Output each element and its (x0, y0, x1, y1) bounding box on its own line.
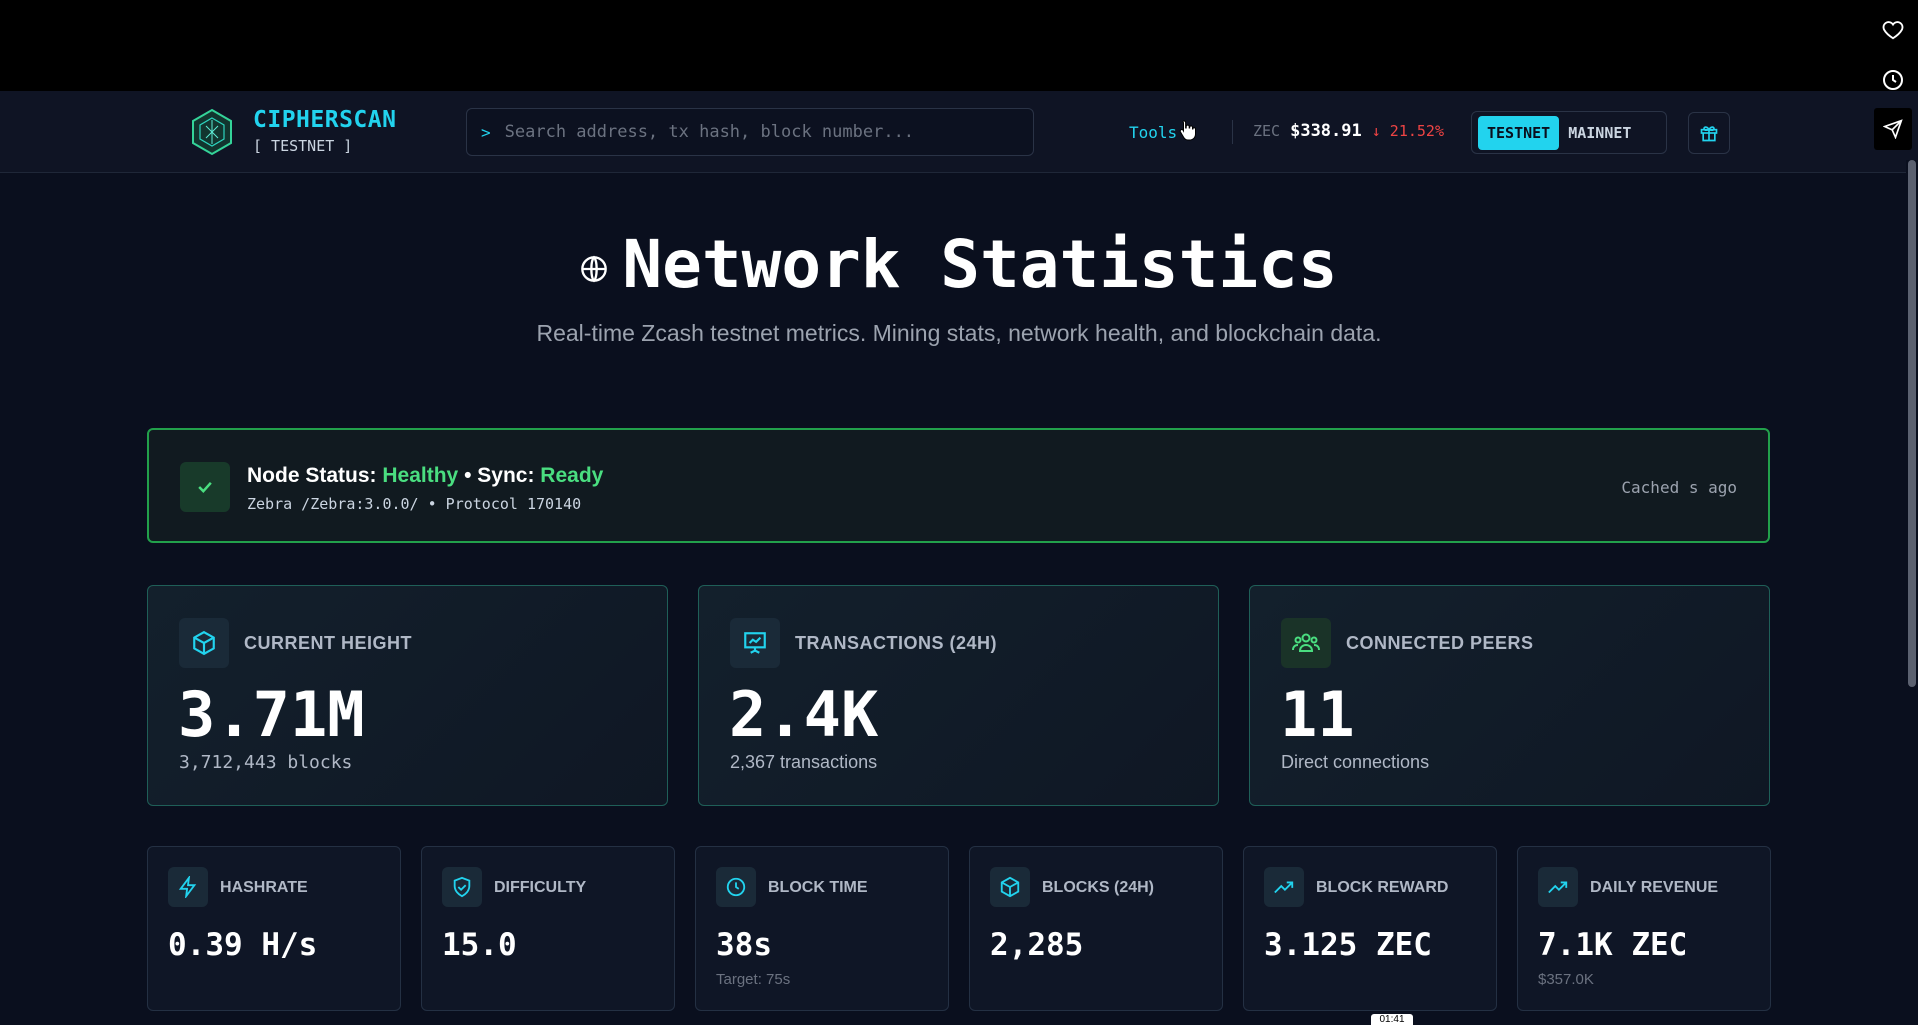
trending-up-icon (1538, 867, 1578, 907)
cube-icon (990, 867, 1030, 907)
mainnet-button[interactable]: MAINNET (1568, 123, 1632, 142)
gift-icon (1700, 126, 1718, 142)
connected-peers-card: CONNECTED PEERS 11 Direct connections (1249, 585, 1770, 806)
network-switcher: TESTNET MAINNET (1471, 111, 1667, 154)
price-symbol: ZEC (1253, 122, 1281, 140)
daily-revenue-card: DAILY REVENUE 7.1K ZEC $357.0K (1517, 846, 1771, 1011)
clock-icon (716, 867, 756, 907)
card-label: DIFFICULTY (494, 879, 587, 896)
card-value: 0.39 H/s (168, 927, 318, 963)
card-label: CONNECTED PEERS (1346, 633, 1534, 653)
node-health: Healthy (382, 464, 459, 487)
card-label: BLOCKS (24H) (1042, 879, 1155, 896)
hand-cursor-icon (1179, 120, 1196, 141)
card-subtext: Direct connections (1281, 752, 1430, 772)
page-title-text: Network Statistics (622, 226, 1338, 303)
card-value: 38s (716, 927, 772, 963)
hashrate-card: HASHRATE 0.39 H/s (147, 846, 401, 1011)
price-value: $338.91 (1290, 121, 1362, 141)
search-prompt: > (481, 122, 491, 142)
page-title: Network Statistics (0, 226, 1918, 303)
card-value: 3.125 ZEC (1264, 927, 1432, 963)
card-subtext: $357.0K (1538, 971, 1594, 988)
node-status-label: Node Status: (247, 464, 377, 487)
cache-status: Cached s ago (1621, 478, 1737, 497)
card-label: CURRENT HEIGHT (244, 633, 412, 653)
header-separator (1232, 120, 1233, 144)
clock-icon[interactable] (1874, 59, 1912, 101)
node-status-panel: Node Status: Healthy • Sync: Ready Zebra… (147, 428, 1770, 543)
logo-icon[interactable] (190, 108, 234, 156)
card-label: TRANSACTIONS (24H) (795, 633, 998, 653)
search-input[interactable] (504, 122, 1005, 142)
globe-icon (581, 255, 608, 283)
card-subtext: Target: 75s (716, 971, 791, 988)
right-rail (1870, 0, 1918, 160)
card-label: BLOCK REWARD (1316, 879, 1449, 896)
presentation-chart-icon (730, 618, 780, 668)
card-value: 2,285 (990, 927, 1084, 963)
send-icon[interactable] (1874, 108, 1912, 150)
brand-name: CIPHERSCAN (253, 107, 397, 133)
difficulty-card: DIFFICULTY 15.0 (421, 846, 675, 1011)
sync-label: Sync: (477, 464, 535, 487)
card-subtext: 2,367 transactions (730, 752, 878, 772)
card-value: 2.4K (729, 678, 879, 751)
gift-button[interactable] (1688, 112, 1730, 154)
heart-icon[interactable] (1874, 9, 1912, 51)
testnet-button[interactable]: TESTNET (1478, 115, 1560, 150)
card-subtext: 3,712,443 blocks (179, 752, 353, 773)
trending-up-icon (1264, 867, 1304, 907)
top-black-bar (0, 0, 1918, 91)
brand-network: [ TESTNET ] (253, 137, 353, 155)
status-separator: • (464, 464, 472, 487)
brand[interactable]: CIPHERSCAN [ TESTNET ] (253, 107, 396, 155)
check-icon (180, 462, 230, 512)
shield-check-icon (442, 867, 482, 907)
node-version: Zebra /Zebra:3.0.0/ • Protocol 170140 (247, 495, 582, 513)
users-icon (1281, 618, 1331, 668)
video-timestamp: 01:41 (1371, 1014, 1413, 1025)
page-subtitle: Real-time Zcash testnet metrics. Mining … (536, 320, 1382, 346)
price-change: ↓ 21.52% (1371, 122, 1444, 140)
current-height-card: CURRENT HEIGHT 3.71M 3,712,443 blocks (147, 585, 668, 806)
card-label: BLOCK TIME (768, 879, 868, 896)
transactions-card: TRANSACTIONS (24H) 2.4K 2,367 transactio… (698, 585, 1219, 806)
card-value: 15.0 (442, 927, 517, 963)
tools-menu[interactable]: Tools (1129, 123, 1178, 142)
block-reward-card: BLOCK REWARD 3.125 ZEC (1243, 846, 1497, 1011)
sync-status: Ready (540, 464, 604, 487)
card-value: 3.71M (178, 678, 365, 751)
scrollbar-thumb[interactable] (1908, 160, 1916, 687)
site-header: CIPHERSCAN [ TESTNET ] > Tools ZEC $338.… (0, 91, 1918, 173)
lightning-icon (168, 867, 208, 907)
card-label: DAILY REVENUE (1590, 879, 1719, 896)
cube-icon (179, 618, 229, 668)
block-time-card: BLOCK TIME 38s Target: 75s (695, 846, 949, 1011)
zec-price: ZEC $338.91 ↓ 21.52% (1253, 121, 1444, 141)
blocks-24h-card: BLOCKS (24H) 2,285 (969, 846, 1223, 1011)
search-bar[interactable]: > (466, 108, 1034, 156)
card-value: 7.1K ZEC (1538, 927, 1688, 963)
card-label: HASHRATE (220, 879, 308, 896)
node-status-line: Node Status: Healthy • Sync: Ready (247, 464, 603, 488)
card-value: 11 (1280, 678, 1355, 751)
